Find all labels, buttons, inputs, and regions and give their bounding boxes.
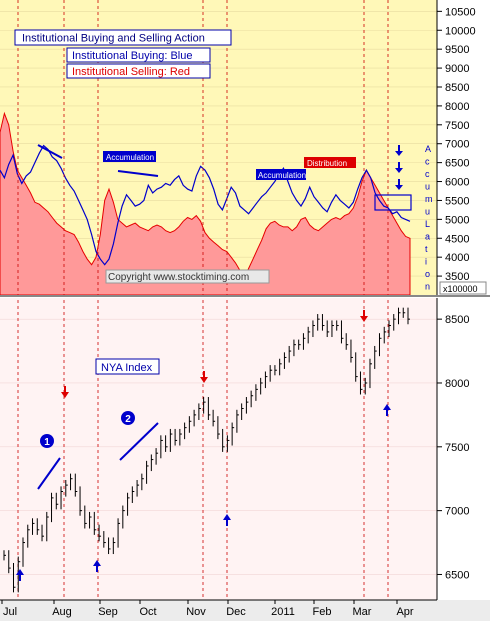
side-label-letter: u xyxy=(425,182,430,192)
x-tick-label: Oct xyxy=(139,606,156,618)
bottom-y-tick-label: 7500 xyxy=(445,442,469,454)
up-arrow xyxy=(93,560,101,566)
up-arrow xyxy=(383,404,391,410)
legend-selling-label: Institutional Selling: Red xyxy=(72,66,190,78)
up-arrow xyxy=(16,569,24,575)
top-y-tick-label: 6000 xyxy=(445,177,469,189)
trend-line-1 xyxy=(37,144,63,159)
top-y-tick-label: 8000 xyxy=(445,101,469,113)
top-y-tick-label: 3500 xyxy=(445,271,469,283)
up-arrow xyxy=(223,514,231,520)
side-label-letter: u xyxy=(425,207,430,217)
side-label-letter: c xyxy=(425,157,430,167)
legend-buying-label: Institutional Buying: Blue xyxy=(72,50,192,62)
down-arrow xyxy=(200,377,208,383)
unit-box: x100000 xyxy=(439,281,487,295)
bottom-y-tick-label: 7000 xyxy=(445,506,469,518)
x-tick-label: Apr xyxy=(396,606,413,618)
up-arrow-stem xyxy=(226,520,228,526)
annotation-accumulation-1-text: Accumulation xyxy=(106,153,154,162)
selling-area xyxy=(0,111,411,296)
x-axis: Jul Aug Sep Oct Nov Dec 2011 Feb Mar Apr xyxy=(1,600,414,618)
wave-line-2 xyxy=(119,422,159,461)
buying-line xyxy=(0,144,411,266)
x-tick-label: Aug xyxy=(52,606,72,618)
bottom-signal-lines xyxy=(17,300,389,600)
chart-title: Institutional Buying and Selling Action xyxy=(22,33,205,45)
top-y-tick-label: 6500 xyxy=(445,158,469,170)
top-y-tick-label: 7000 xyxy=(445,139,469,151)
x-tick-label: Dec xyxy=(226,606,246,618)
side-label-letter: c xyxy=(425,169,430,179)
copyright-text: Copyright www.stocktiming.com xyxy=(108,272,249,283)
x-tick-label: Feb xyxy=(313,606,332,618)
down-arrow-stem xyxy=(64,386,66,392)
top-y-tick-label: 5000 xyxy=(445,214,469,226)
wave-marker-1-text: 1 xyxy=(44,437,50,448)
down-arrows-blue xyxy=(395,145,403,190)
top-y-axis: 3500 4000 4500 5000 5500 6000 6500 7000 7500 8000… xyxy=(436,0,476,295)
up-arrow-stem xyxy=(386,410,388,416)
x-axis-band xyxy=(0,600,490,621)
wave-marker-2: 2 xyxy=(121,411,135,425)
side-label-letter: i xyxy=(425,257,427,267)
down-arrow xyxy=(360,316,368,322)
up-arrow-stem xyxy=(96,566,98,572)
trend-line-2 xyxy=(117,170,159,177)
x-tick-label: Jul xyxy=(3,606,17,618)
annotation-accumulation-2-text: Accumulation xyxy=(258,171,306,180)
side-label-letter: n xyxy=(425,282,430,292)
bottom-y-tick-label: 8000 xyxy=(445,378,469,390)
top-y-tick-label: 5500 xyxy=(445,195,469,207)
down-arrow xyxy=(61,392,69,398)
x-tick-label: Mar xyxy=(353,606,372,618)
x-tick-label: Sep xyxy=(98,606,118,618)
top-y-tick-label: 4500 xyxy=(445,233,469,245)
copyright-box: Copyright www.stocktiming.com xyxy=(105,269,270,284)
x-tick-label: 2011 xyxy=(271,606,295,618)
nya-label: NYA Index xyxy=(101,362,153,374)
top-y-tick-label: 10000 xyxy=(445,25,476,37)
top-y-tick-label: 9500 xyxy=(445,44,469,56)
side-label-letter: o xyxy=(425,269,430,279)
top-y-tick-label: 4000 xyxy=(445,252,469,264)
top-y-tick-label: 7500 xyxy=(445,120,469,132)
top-y-tick-label: 9000 xyxy=(445,63,469,75)
nya-label-box: NYA Index xyxy=(95,358,160,375)
annotation-distribution: Distribution xyxy=(304,157,356,168)
bottom-y-tick-label: 8500 xyxy=(445,314,469,326)
bottom-y-axis: 6500 7000 7500 8000 8500 xyxy=(436,298,469,600)
top-y-tick-label: 8500 xyxy=(445,82,469,94)
side-label-letter: t xyxy=(425,244,428,254)
side-label-letter: A xyxy=(425,144,431,154)
wave-line-1 xyxy=(37,457,61,490)
wave-marker-2-text: 2 xyxy=(125,414,131,425)
legend-selling: Institutional Selling: Red xyxy=(66,63,211,79)
down-arrow-stem xyxy=(363,310,365,316)
legend-buying: Institutional Buying: Blue xyxy=(66,47,211,63)
highlight-box xyxy=(374,194,412,211)
up-arrow-stem xyxy=(19,575,21,581)
wave-marker-1: 1 xyxy=(40,434,54,448)
side-label-letter: m xyxy=(425,194,433,204)
bottom-panel-background xyxy=(0,298,437,600)
down-arrow-stem xyxy=(203,371,205,377)
x-tick-label: Nov xyxy=(186,606,206,618)
top-y-tick-label: 10500 xyxy=(445,6,476,18)
annotation-distribution-text: Distribution xyxy=(307,159,347,168)
side-label-letter: a xyxy=(425,232,430,242)
annotation-accumulation-1: Accumulation xyxy=(103,151,156,162)
title-box: Institutional Buying and Selling Action xyxy=(14,29,232,46)
signal-arrows xyxy=(16,310,391,581)
side-label-letter: L xyxy=(425,219,430,229)
unit-label: x100000 xyxy=(443,284,478,294)
annotation-accumulation-2: Accumulation xyxy=(256,169,306,180)
bottom-y-tick-label: 6500 xyxy=(445,569,469,581)
